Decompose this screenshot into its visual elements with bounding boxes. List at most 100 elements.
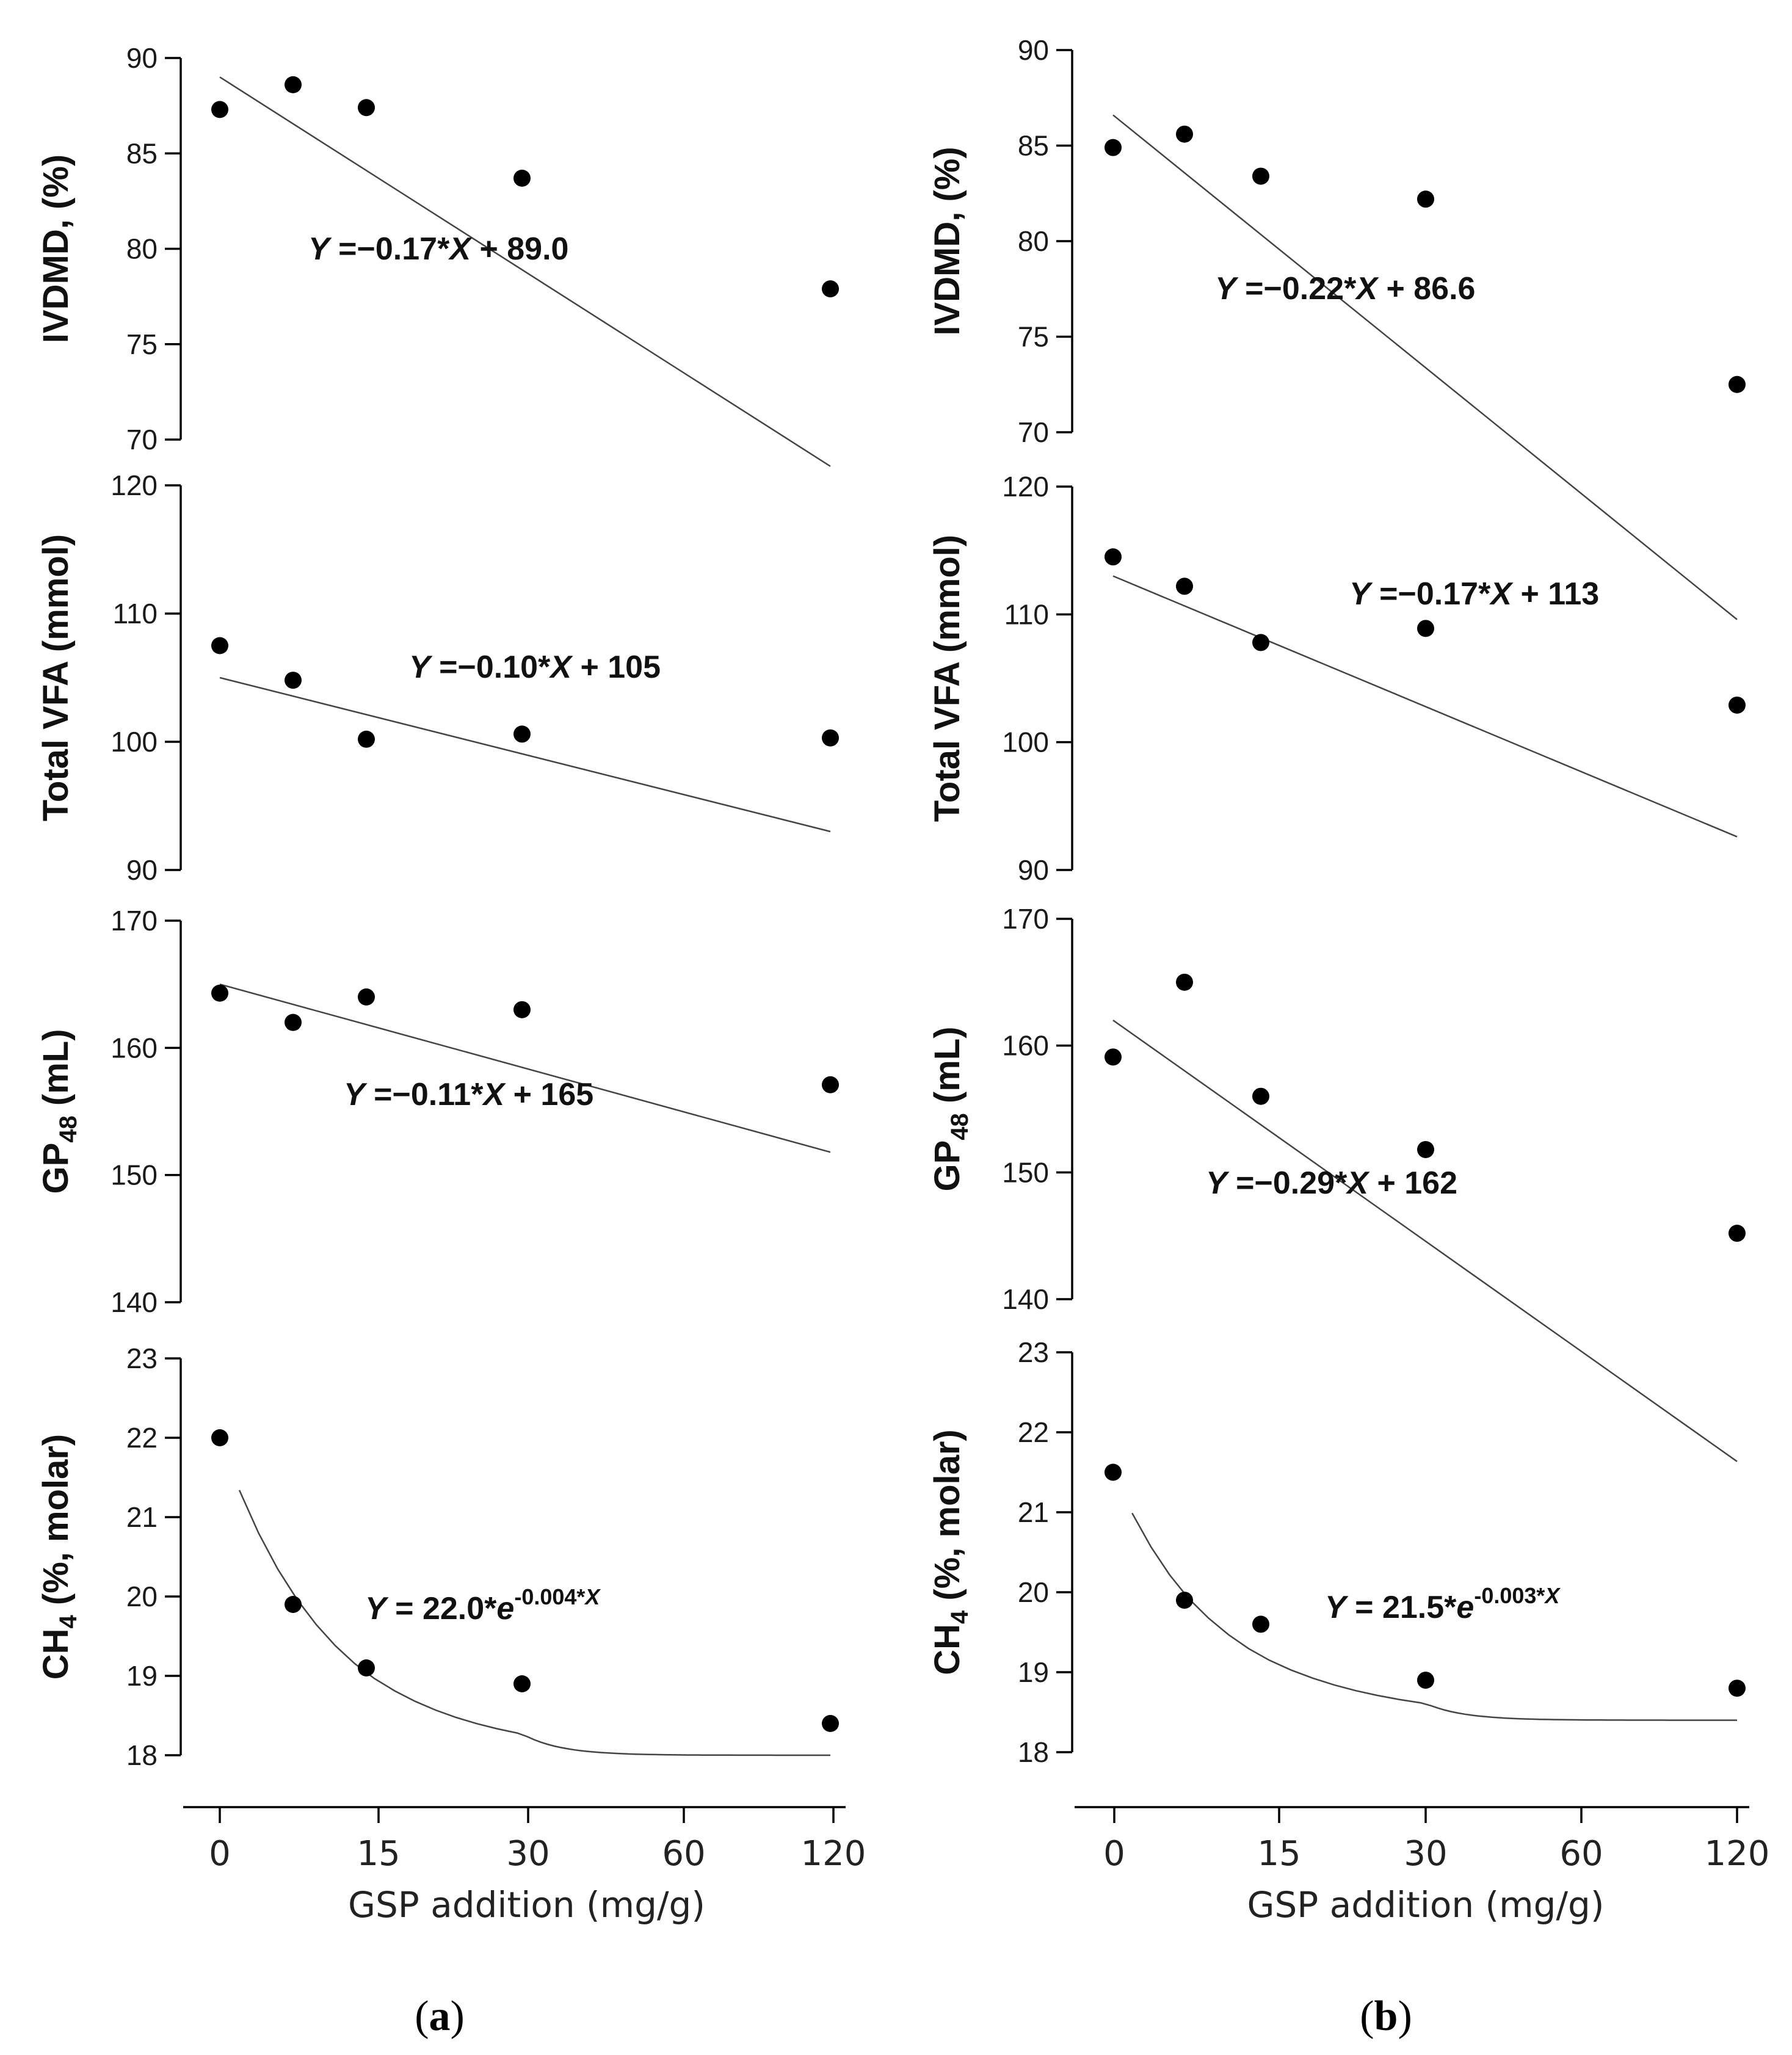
x-tick-label: 15: [1257, 1834, 1300, 1874]
panel-label-letter: a: [429, 1993, 451, 2040]
x-tick-label: 30: [1404, 1834, 1447, 1874]
regression-equation: Y = 22.0*e-0.004*X: [365, 1584, 601, 1626]
equation-body: =−0.10*: [430, 650, 551, 685]
data-point: [1252, 1087, 1269, 1105]
equation-y-var: Y: [409, 650, 433, 685]
data-point: [822, 1076, 839, 1093]
x-tick-label: 60: [1559, 1834, 1603, 1874]
regression-line: [1112, 1020, 1738, 1462]
y-tick-label: 85: [126, 137, 158, 169]
y-axis-label-group: GP48 (mL): [36, 1029, 82, 1194]
data-point: [822, 1715, 839, 1732]
data-point: [285, 1596, 302, 1613]
data-point: [513, 169, 531, 187]
y-tick-label: 100: [1002, 727, 1049, 758]
regression-equation: Y = 21.5*e-0.003*X: [1325, 1583, 1561, 1625]
regression-equation: Y =−0.17*X + 89.0: [308, 231, 568, 267]
equation-body: = 22.0*: [386, 1591, 497, 1626]
y-axis-label-group: GP48 (mL): [927, 1026, 973, 1191]
regression-line: [219, 676, 831, 833]
x-axis-label: GSP addition (mg/g): [1247, 1884, 1605, 1926]
data-point: [1417, 1140, 1434, 1158]
y-tick-label: 70: [1018, 416, 1049, 448]
y-axis-label-tail: (mL): [36, 1029, 76, 1115]
data-point: [822, 729, 839, 747]
y-axis-label-subscript: 4: [946, 1610, 973, 1624]
equation-tail: + 86.6: [1377, 271, 1475, 306]
data-point: [513, 1675, 531, 1692]
y-tick-label: 18: [126, 1739, 158, 1771]
data-point: [1252, 1615, 1269, 1633]
y-axis-label-main: CH: [36, 1628, 76, 1680]
subplot-b-vfa: 90 100 110 120 Total VFA (mmol) Y =−0.17*X + …: [927, 471, 1746, 886]
y-tick-label: 90: [1018, 854, 1049, 886]
y-axis-label-subscript: 4: [55, 1614, 82, 1628]
y-axis-label: IVDMD, (%): [36, 154, 76, 343]
equation-body: =−0.17*: [330, 231, 450, 267]
y-axis-label-group: CH4 (%, molar): [36, 1434, 82, 1680]
y-tick-label: 22: [126, 1422, 158, 1454]
x-tick-label: 60: [662, 1834, 705, 1874]
data-point: [1417, 620, 1434, 637]
data-point: [1176, 578, 1193, 595]
panel-label-close: ): [451, 1993, 465, 2040]
regression-equation: Y =−0.17*X + 113: [1349, 576, 1599, 612]
equation-tail: + 113: [1512, 576, 1599, 612]
data-point: [358, 1659, 375, 1676]
y-tick-label: 23: [126, 1343, 158, 1374]
equation-x-var: X: [584, 1584, 601, 1609]
y-axis-label-tail: (mL): [927, 1026, 967, 1113]
equation-body: =−0.29*: [1227, 1165, 1348, 1201]
subplot-b-ch4: 18 19 20 21 22 23 CH4 (%, molar) Y = 21.5*e-0.0…: [927, 1336, 1769, 1926]
y-tick-label: 110: [113, 598, 158, 629]
x-tick-label: 30: [506, 1834, 550, 1874]
data-point: [358, 730, 375, 748]
data-point: [1417, 1672, 1434, 1689]
data-point: [1176, 973, 1193, 991]
regression-equation: Y =−0.11*X + 165: [344, 1077, 593, 1112]
data-point: [285, 76, 302, 93]
y-axis-label-main: GP: [36, 1143, 76, 1194]
panel-label-open: (: [415, 1993, 429, 2040]
equation-exponent: -0.004*: [514, 1584, 585, 1609]
y-tick-label: 150: [1002, 1156, 1049, 1188]
y-axis-label-main: CH: [927, 1624, 967, 1675]
y-axis-label: Total VFA (mmol): [36, 534, 76, 821]
y-tick-label: 21: [1018, 1496, 1049, 1528]
equation-body: =−0.22*: [1236, 271, 1357, 306]
equation-e: e: [496, 1591, 514, 1626]
x-tick-label: 120: [801, 1834, 866, 1874]
y-tick-label: 85: [1018, 130, 1049, 162]
x-tick-label: 0: [1103, 1834, 1125, 1874]
equation-x-var: X: [481, 1077, 506, 1112]
y-tick-label: 19: [1018, 1656, 1049, 1688]
exponential-fit-curve: [238, 1490, 830, 1756]
equation-y-var: Y: [1215, 271, 1239, 306]
y-tick-label: 18: [1018, 1736, 1049, 1768]
equation-tail: + 162: [1368, 1165, 1457, 1201]
regression-line: [1112, 575, 1738, 838]
y-tick-label: 23: [1018, 1336, 1049, 1368]
y-tick-label: 170: [111, 905, 158, 937]
data-point: [211, 1429, 228, 1446]
y-tick-label: 110: [1004, 598, 1049, 630]
equation-body: =−0.11*: [365, 1077, 484, 1112]
data-point: [1729, 1680, 1746, 1697]
regression-line: [219, 983, 831, 1153]
equation-body: = 21.5*: [1346, 1590, 1457, 1625]
equation-x-var: X: [1345, 1165, 1370, 1201]
data-point: [513, 1001, 531, 1018]
equation-y-var: Y: [1349, 576, 1373, 612]
equation-exponent: -0.003*: [1474, 1583, 1545, 1608]
x-tick-label: 120: [1705, 1834, 1770, 1874]
equation-tail: + 89.0: [471, 231, 568, 267]
y-tick-label: 21: [126, 1501, 158, 1533]
x-axis-label: GSP addition (mg/g): [348, 1884, 705, 1926]
y-axis-label-main: GP: [927, 1140, 967, 1192]
data-point: [1729, 1225, 1746, 1242]
y-tick-label: 80: [126, 233, 158, 265]
equation-x-var: X: [1544, 1583, 1561, 1608]
subplot-b-gp48: 140 150 160 170 GP48 (mL) Y =−0.29*X + 162: [927, 903, 1746, 1462]
data-point: [513, 725, 531, 743]
